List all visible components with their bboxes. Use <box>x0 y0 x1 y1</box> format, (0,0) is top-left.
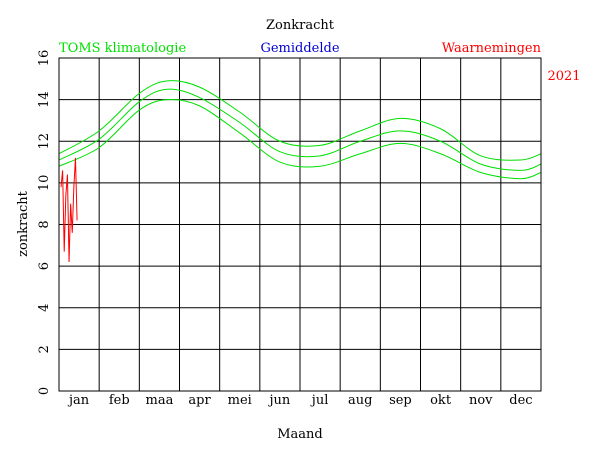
legend-toms-klimatologie: TOMS klimatologie <box>59 41 186 56</box>
y-tick-label: 12 <box>37 133 52 150</box>
legend-gemiddelde: Gemiddelde <box>260 41 339 56</box>
x-tick-label: dec <box>509 393 532 408</box>
y-tick-label: 4 <box>37 304 52 312</box>
x-tick-label: mei <box>228 393 252 408</box>
grid <box>59 58 541 391</box>
y-tick-label: 2 <box>37 345 52 353</box>
series-line-climatology-middle <box>58 88 542 171</box>
y-tick-label: 14 <box>37 91 52 108</box>
series-layer <box>58 80 542 262</box>
x-tick-label: apr <box>188 393 211 408</box>
y-tick-label: 6 <box>37 262 52 270</box>
plot-frame <box>58 57 542 392</box>
series-line-climatology-lower <box>58 98 542 180</box>
x-tick-label: okt <box>430 393 452 408</box>
y-tick-label: 16 <box>37 50 52 67</box>
y-tick-label: 0 <box>37 387 52 395</box>
x-tick-label: maa <box>146 393 174 408</box>
x-tick-label: jan <box>67 393 90 408</box>
x-tick-label: jul <box>310 393 329 408</box>
y-tick-label: 10 <box>37 175 52 192</box>
tick-labels: jan feb maa apr mei jun jul aug sep okt nov dec 0 2 4 6… <box>37 50 533 408</box>
legend-year: 2021 <box>547 69 580 84</box>
series-line-climatology-upper <box>58 80 542 161</box>
x-tick-label: aug <box>348 393 372 408</box>
y-tick-label: 8 <box>37 220 52 228</box>
x-tick-label: jun <box>268 393 291 408</box>
x-tick-label: nov <box>469 393 493 408</box>
x-tick-label: sep <box>389 393 412 408</box>
legend-waarnemingen: Waarnemingen <box>442 41 542 56</box>
y-axis-label: zonkracht <box>16 190 31 257</box>
x-tick-label: feb <box>109 393 130 408</box>
series-line-observations <box>60 157 78 262</box>
x-axis-label: Maand <box>277 427 323 442</box>
chart-title: Zonkracht <box>266 18 335 33</box>
